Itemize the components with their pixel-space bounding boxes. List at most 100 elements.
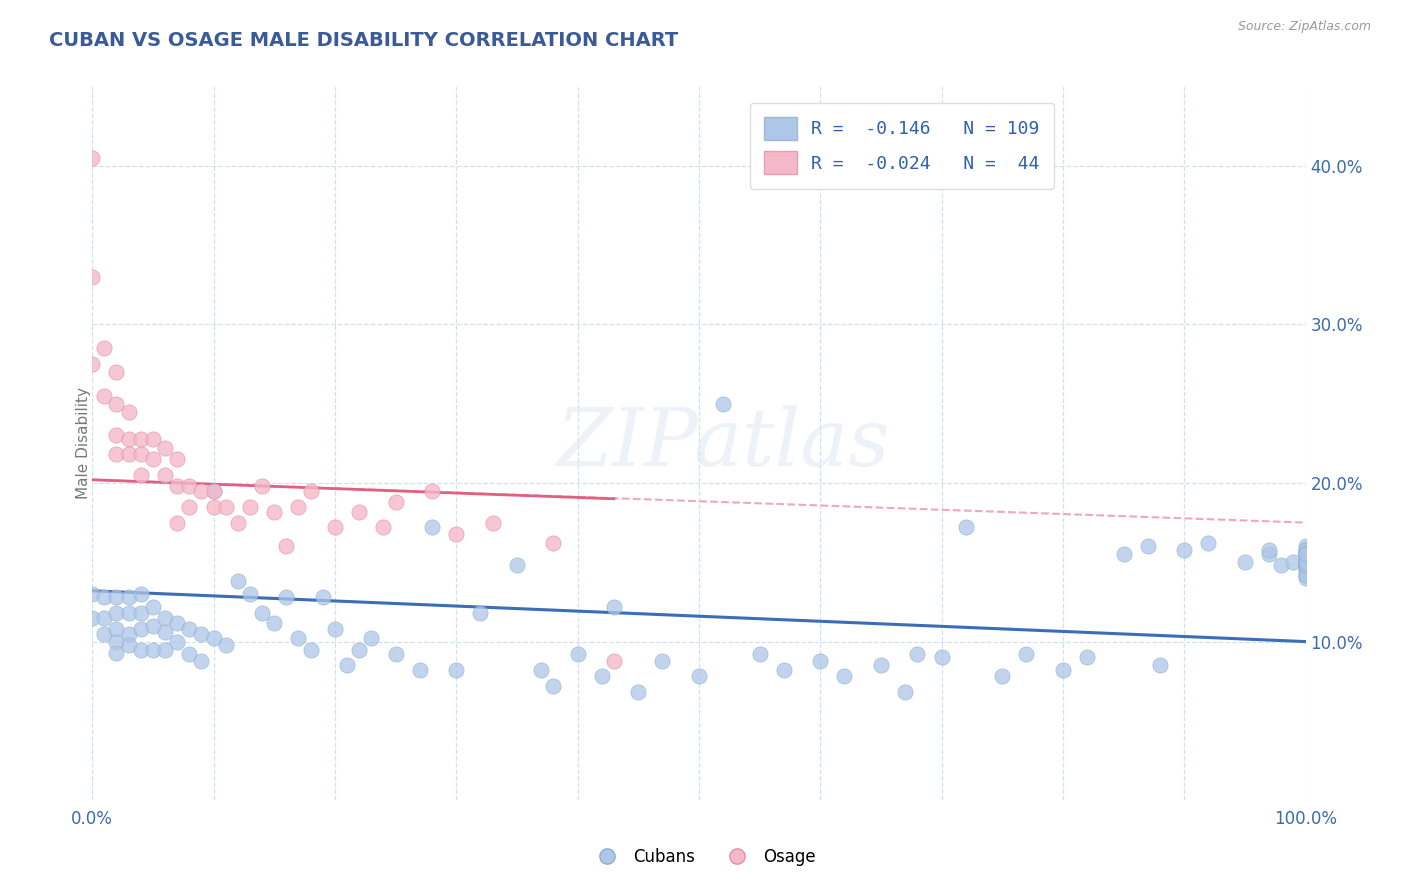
Point xyxy=(142,599,165,614)
Point xyxy=(409,663,432,677)
Point xyxy=(117,432,139,446)
Text: ZIPatlas: ZIPatlas xyxy=(557,405,890,482)
Point xyxy=(1295,568,1317,582)
Point xyxy=(336,658,359,673)
Point xyxy=(1295,558,1317,573)
Point xyxy=(82,269,104,284)
Point xyxy=(250,479,273,493)
Point xyxy=(202,632,225,646)
Point xyxy=(142,452,165,467)
Point xyxy=(105,397,128,411)
Point xyxy=(991,669,1014,683)
Point xyxy=(312,590,335,604)
Point xyxy=(591,669,613,683)
Legend: Cubans, Osage: Cubans, Osage xyxy=(583,842,823,873)
Point xyxy=(1258,547,1281,561)
Point xyxy=(153,625,176,640)
Point xyxy=(627,685,650,699)
Point xyxy=(142,642,165,657)
Point xyxy=(1295,558,1317,573)
Point xyxy=(1136,540,1159,554)
Point xyxy=(105,646,128,660)
Point xyxy=(179,500,201,514)
Point xyxy=(129,432,152,446)
Point xyxy=(444,663,467,677)
Point xyxy=(347,642,370,657)
Point xyxy=(82,357,104,371)
Point xyxy=(530,663,553,677)
Point xyxy=(323,520,346,534)
Point xyxy=(541,679,564,693)
Point xyxy=(1295,542,1317,557)
Point xyxy=(117,626,139,640)
Point xyxy=(299,642,322,657)
Point xyxy=(1173,542,1195,557)
Point xyxy=(1295,555,1317,569)
Point xyxy=(93,341,115,355)
Point xyxy=(384,647,406,661)
Point xyxy=(153,642,176,657)
Y-axis label: Male Disability: Male Disability xyxy=(76,387,91,500)
Point xyxy=(1295,563,1317,577)
Point xyxy=(129,468,152,483)
Point xyxy=(1295,558,1317,573)
Point xyxy=(93,389,115,403)
Point xyxy=(214,500,236,514)
Point xyxy=(894,685,917,699)
Point xyxy=(323,622,346,636)
Point xyxy=(105,447,128,461)
Point xyxy=(239,587,262,601)
Point xyxy=(1052,663,1074,677)
Point xyxy=(1258,542,1281,557)
Point xyxy=(603,654,626,668)
Point xyxy=(166,516,188,530)
Point xyxy=(373,520,395,534)
Point xyxy=(129,642,152,657)
Point xyxy=(481,516,503,530)
Point xyxy=(834,669,856,683)
Point xyxy=(202,500,225,514)
Point xyxy=(129,587,152,601)
Point xyxy=(772,663,794,677)
Point xyxy=(276,590,298,604)
Point xyxy=(226,516,249,530)
Point xyxy=(1015,647,1038,661)
Point xyxy=(360,632,382,646)
Point xyxy=(1295,563,1317,577)
Text: Source: ZipAtlas.com: Source: ZipAtlas.com xyxy=(1237,20,1371,33)
Point xyxy=(287,500,309,514)
Point xyxy=(105,365,128,379)
Point xyxy=(117,447,139,461)
Point xyxy=(1295,568,1317,582)
Point xyxy=(420,483,443,498)
Point xyxy=(420,520,443,534)
Point xyxy=(1295,547,1317,561)
Point xyxy=(117,606,139,620)
Point xyxy=(506,558,529,573)
Point xyxy=(117,590,139,604)
Point xyxy=(1270,558,1292,573)
Point xyxy=(202,483,225,498)
Point xyxy=(214,638,236,652)
Point xyxy=(142,432,165,446)
Point xyxy=(166,615,188,630)
Point xyxy=(190,483,212,498)
Point xyxy=(470,606,492,620)
Point xyxy=(153,468,176,483)
Legend: R =  -0.146   N = 109, R =  -0.024   N =  44: R = -0.146 N = 109, R = -0.024 N = 44 xyxy=(749,103,1054,188)
Point xyxy=(1295,555,1317,569)
Point xyxy=(82,587,104,601)
Point xyxy=(688,669,710,683)
Point xyxy=(166,634,188,648)
Point xyxy=(179,622,201,636)
Point xyxy=(1197,536,1219,550)
Point xyxy=(1295,542,1317,557)
Point xyxy=(444,526,467,541)
Point xyxy=(1149,658,1171,673)
Point xyxy=(82,151,104,165)
Point xyxy=(105,606,128,620)
Point xyxy=(190,626,212,640)
Point xyxy=(153,611,176,625)
Point xyxy=(1295,552,1317,566)
Point xyxy=(869,658,891,673)
